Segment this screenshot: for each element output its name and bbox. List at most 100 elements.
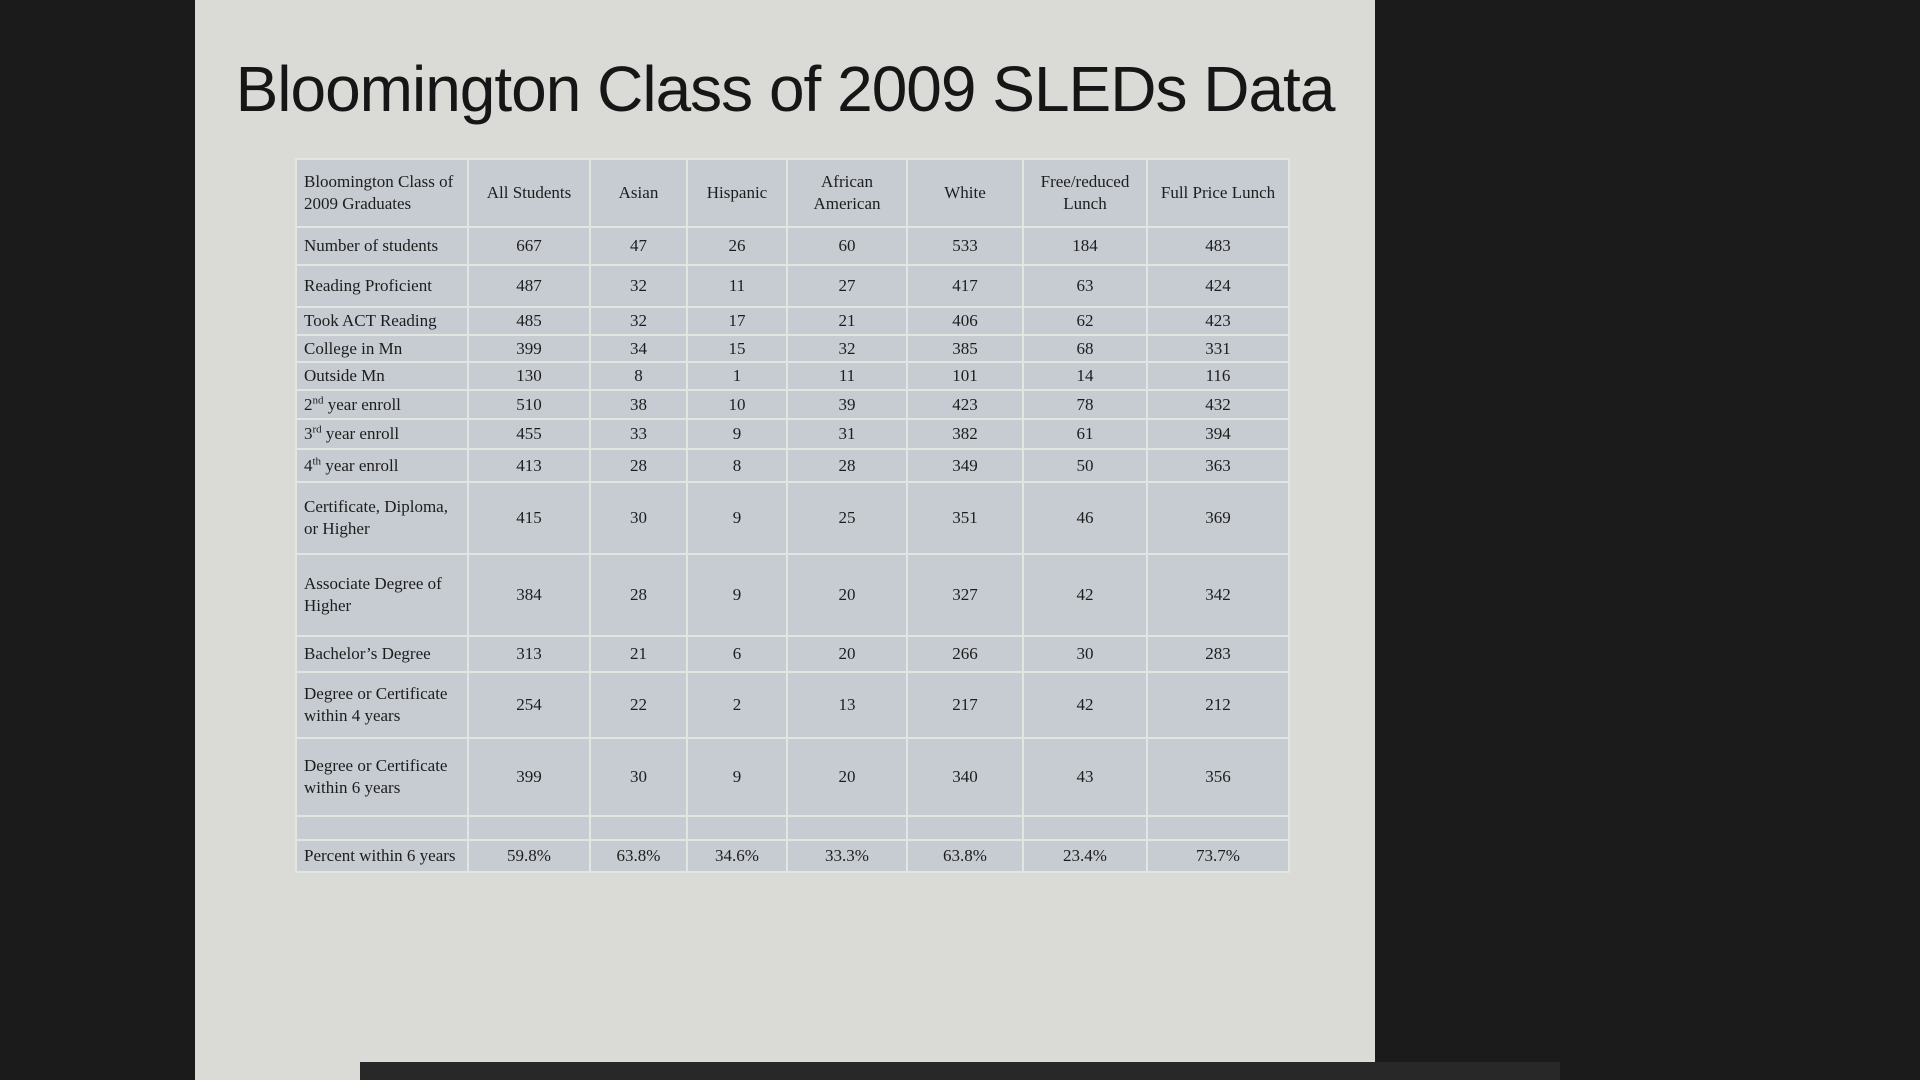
- cell-value: 30: [591, 483, 686, 553]
- cell-value: 34.6%: [688, 841, 786, 871]
- cell-value: 363: [1148, 450, 1288, 481]
- cell-value: 9: [688, 739, 786, 815]
- cell-value: 487: [469, 266, 589, 306]
- cell-value: 432: [1148, 391, 1288, 418]
- cell-value: 340: [908, 739, 1022, 815]
- table-row: Associate Degree of Higher 384 28 9 20 327 42 3…: [297, 555, 1288, 635]
- table-row: Outside Mn 130 8 1 11 101 14 116: [297, 363, 1288, 389]
- cell-value: 510: [469, 391, 589, 418]
- cell-value: 217: [908, 673, 1022, 737]
- cell-value: 331: [1148, 336, 1288, 361]
- cell-value: 6: [688, 637, 786, 671]
- cell-value: 68: [1024, 336, 1146, 361]
- cell-value: 63.8%: [908, 841, 1022, 871]
- cell-value: [908, 817, 1022, 839]
- cell-value: 9: [688, 420, 786, 448]
- cell-value: 46: [1024, 483, 1146, 553]
- cell-value: [688, 817, 786, 839]
- cell-value: 9: [688, 483, 786, 553]
- cell-value: 369: [1148, 483, 1288, 553]
- table-row: Degree or Certificate within 4 years 254 2…: [297, 673, 1288, 737]
- cell-value: 39: [788, 391, 906, 418]
- cell-value: 413: [469, 450, 589, 481]
- row-label: College in Mn: [297, 336, 467, 361]
- row-label: 4th year enroll: [297, 450, 467, 481]
- cell-value: 394: [1148, 420, 1288, 448]
- table-row: College in Mn 399 34 15 32 385 68 331: [297, 336, 1288, 361]
- cell-value: 356: [1148, 739, 1288, 815]
- cell-value: 327: [908, 555, 1022, 635]
- slide-title: Bloomington Class of 2009 SLEDs Data: [235, 53, 1336, 125]
- table-row: Bachelor’s Degree 313 21 6 20 266 30 283: [297, 637, 1288, 671]
- cell-value: 424: [1148, 266, 1288, 306]
- cell-value: 483: [1148, 228, 1288, 264]
- cell-value: 313: [469, 637, 589, 671]
- cell-value: 349: [908, 450, 1022, 481]
- cell-value: 20: [788, 555, 906, 635]
- letterbox-right: [1375, 0, 1920, 1080]
- cell-value: 455: [469, 420, 589, 448]
- row-label: Number of students: [297, 228, 467, 264]
- table-row: Certificate, Diploma, or Higher 415 30 9 25 3…: [297, 483, 1288, 553]
- cell-value: 533: [908, 228, 1022, 264]
- cell-value: 20: [788, 637, 906, 671]
- cell-value: 2: [688, 673, 786, 737]
- column-header: Full Price Lunch: [1148, 160, 1288, 226]
- cell-value: 406: [908, 308, 1022, 334]
- row-label: Certificate, Diploma, or Higher: [297, 483, 467, 553]
- cell-value: 184: [1024, 228, 1146, 264]
- column-header: Hispanic: [688, 160, 786, 226]
- cell-value: 384: [469, 555, 589, 635]
- cell-value: 21: [788, 308, 906, 334]
- cell-value: 21: [591, 637, 686, 671]
- cell-value: 212: [1148, 673, 1288, 737]
- cell-value: 27: [788, 266, 906, 306]
- cell-value: 31: [788, 420, 906, 448]
- cell-value: 62: [1024, 308, 1146, 334]
- cell-value: 32: [591, 308, 686, 334]
- cell-value: 50: [1024, 450, 1146, 481]
- cell-value: 423: [1148, 308, 1288, 334]
- cell-value: 30: [1024, 637, 1146, 671]
- cell-value: 17: [688, 308, 786, 334]
- row-label: Took ACT Reading: [297, 308, 467, 334]
- table-row: 3rd year enroll 455 33 9 31 382 61 394: [297, 420, 1288, 448]
- cell-value: 23.4%: [1024, 841, 1146, 871]
- row-label: Associate Degree of Higher: [297, 555, 467, 635]
- cell-value: 32: [591, 266, 686, 306]
- row-label: Degree or Certificate within 6 years: [297, 739, 467, 815]
- cell-value: 33: [591, 420, 686, 448]
- cell-value: 47: [591, 228, 686, 264]
- table-row: Percent within 6 years 59.8% 63.8% 34.6% 33.…: [297, 841, 1288, 871]
- letterbox-left: [0, 0, 195, 1080]
- cell-value: 417: [908, 266, 1022, 306]
- column-header: African American: [788, 160, 906, 226]
- cell-value: 28: [591, 555, 686, 635]
- row-label: [297, 817, 467, 839]
- row-label: Percent within 6 years: [297, 841, 467, 871]
- column-header: Bloomington Class of 2009 Graduates: [297, 160, 467, 226]
- cell-value: 8: [688, 450, 786, 481]
- cell-value: [1148, 817, 1288, 839]
- cell-value: 34: [591, 336, 686, 361]
- cell-value: 22: [591, 673, 686, 737]
- table-body: Number of students 667 47 26 60 533 184 483 Read…: [297, 228, 1288, 871]
- cell-value: 28: [591, 450, 686, 481]
- cell-value: 33.3%: [788, 841, 906, 871]
- cell-value: 266: [908, 637, 1022, 671]
- row-label: Reading Proficient: [297, 266, 467, 306]
- cell-value: 43: [1024, 739, 1146, 815]
- cell-value: 11: [688, 266, 786, 306]
- table-header: Bloomington Class of 2009 Graduates All S…: [297, 160, 1288, 226]
- cell-value: 26: [688, 228, 786, 264]
- cell-value: [788, 817, 906, 839]
- cell-value: 423: [908, 391, 1022, 418]
- table-row: Took ACT Reading 485 32 17 21 406 62 423: [297, 308, 1288, 334]
- cell-value: [1024, 817, 1146, 839]
- cell-value: 14: [1024, 363, 1146, 389]
- column-header: All Students: [469, 160, 589, 226]
- cell-value: 59.8%: [469, 841, 589, 871]
- cell-value: 28: [788, 450, 906, 481]
- cell-value: 1: [688, 363, 786, 389]
